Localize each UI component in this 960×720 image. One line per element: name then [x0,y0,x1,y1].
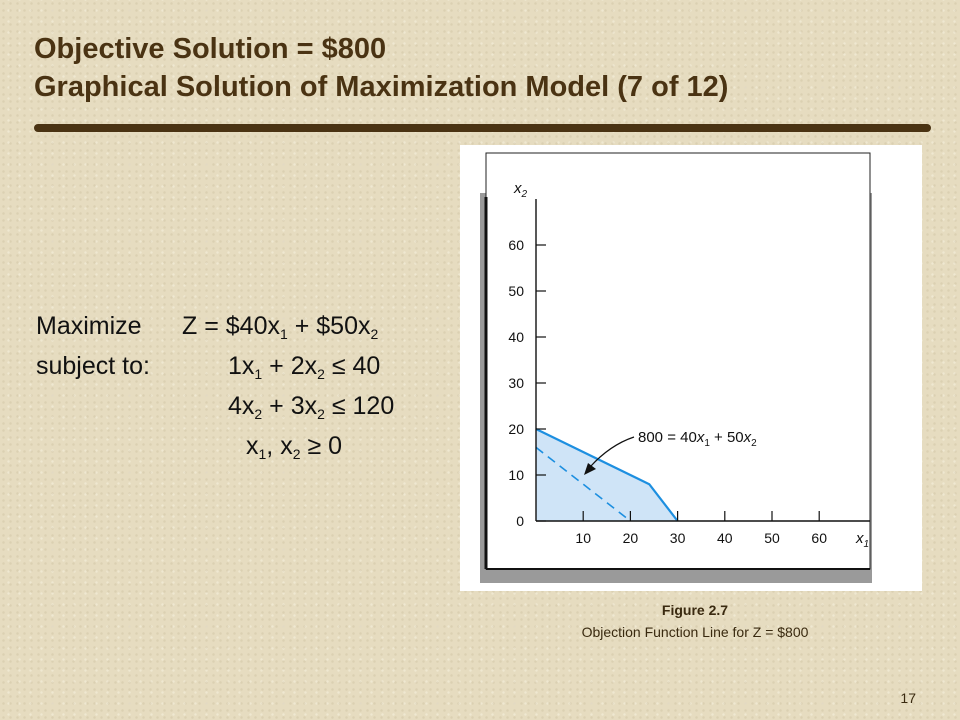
y-tick-label: 20 [508,421,524,437]
objective-function-line [535,446,631,522]
title-line-2: Graphical Solution of Maximization Model… [34,71,729,103]
x-tick-label: 50 [764,530,780,546]
page-number: 17 [900,690,916,706]
figure-caption: Objection Function Line for Z = $800 [581,624,809,640]
y-tick-label: 50 [508,283,524,299]
constraint-boundary-line [535,428,679,522]
x-tick-label: 30 [670,530,686,546]
y-tick-label: 0 [516,513,524,529]
figure-frame [485,152,871,570]
title-underline [34,124,931,132]
x-tick-label: 20 [623,530,639,546]
annotation-arrow-line [589,436,635,468]
constraint-clay: 4x2 + 3x2 ≤ 120 [228,392,395,422]
figure-panel: 0 10 20 30 40 50 60 10 20 30 40 50 60 x1 x2 800 = 40x1 … [460,145,922,591]
y-tick-label: 10 [508,467,524,483]
x-tick-label: 40 [717,530,733,546]
y-tick-label: 60 [508,237,524,253]
feasible-region [536,429,678,521]
maximize-label: Maximize [36,312,142,340]
nonnegativity-constraint: x1, x2 ≥ 0 [246,432,343,462]
figure-label: Figure 2.7 [661,602,729,618]
title-line-1: Objective Solution = $800 [34,33,387,65]
objective-line-annotation: 800 = 40x1 + 50x2 [638,429,757,449]
x-tick-label: 10 [575,530,591,546]
y-tick-label: 40 [508,329,524,345]
x-tick-label: 60 [811,530,827,546]
slide-title: Objective Solution = $800 Graphical Solu… [34,30,728,106]
constraint-labor: 1x1 + 2x2 ≤ 40 [228,352,381,382]
subject-to-label: subject to: [36,352,150,380]
y-tick-label: 30 [508,375,524,391]
annotation-arrow-head [584,463,596,475]
objective-function: Z = $40x1 + $50x2 [182,312,379,342]
